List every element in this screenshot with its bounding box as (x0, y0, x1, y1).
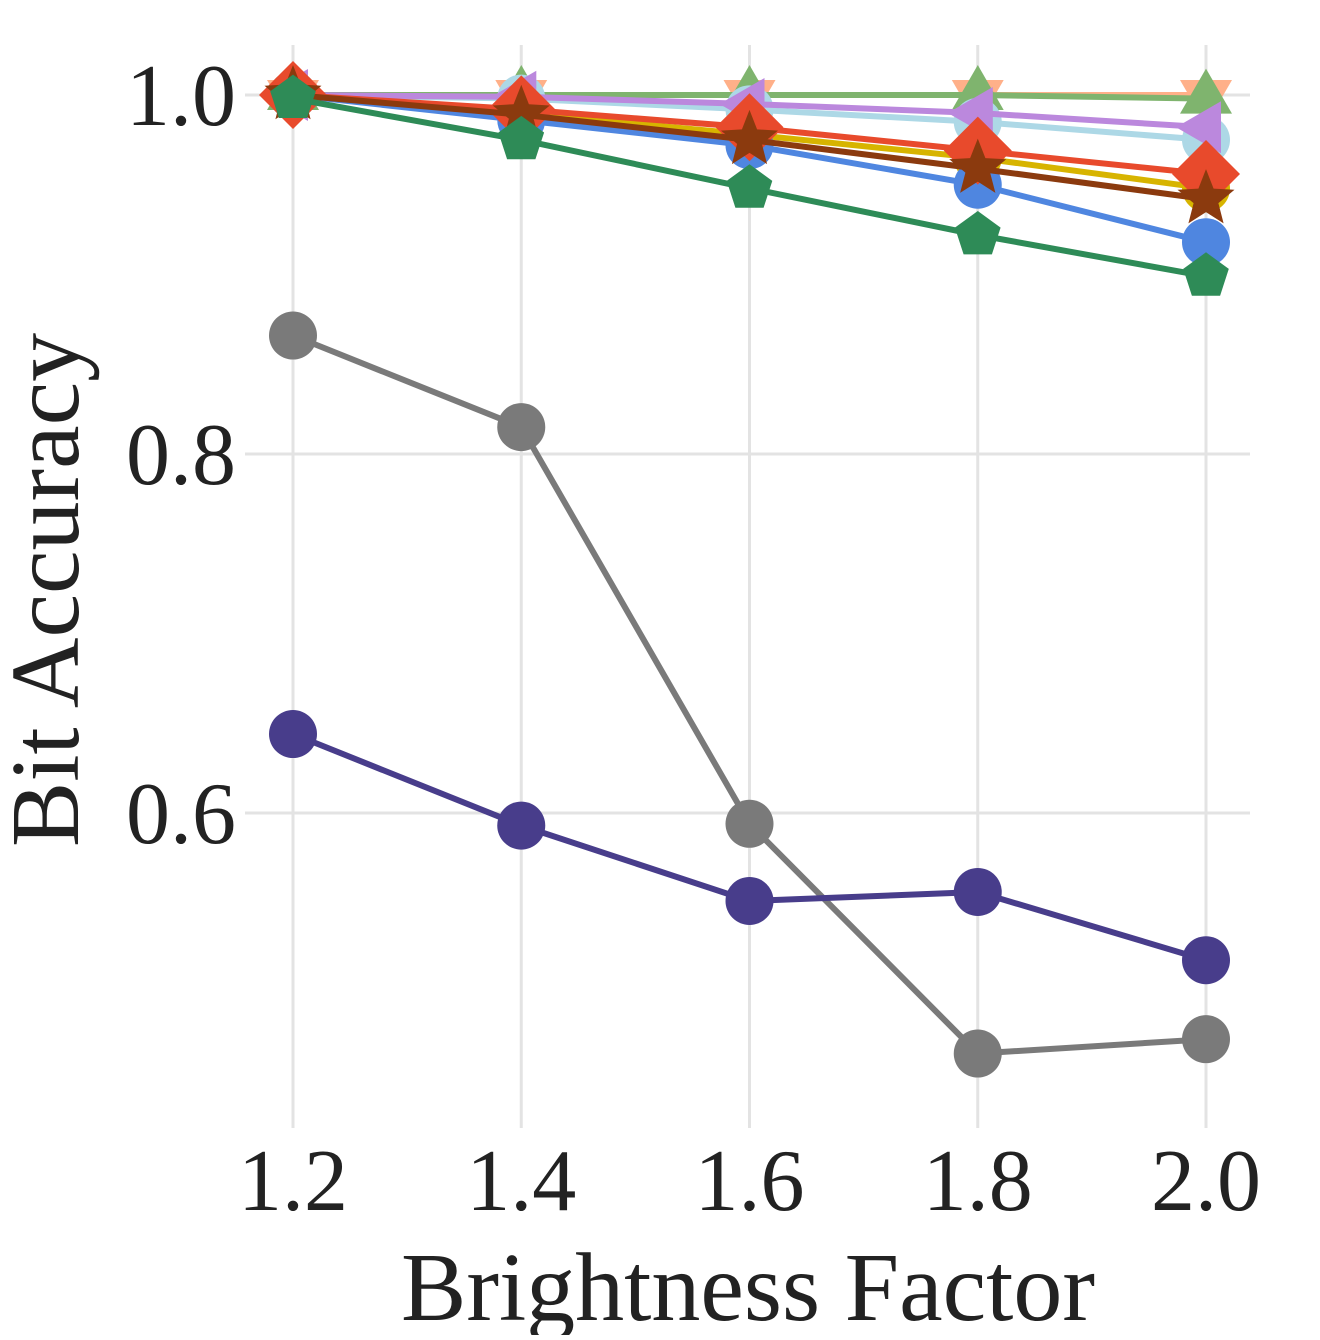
data-point (269, 710, 317, 759)
data-point (1182, 218, 1230, 267)
data-point (953, 1029, 1002, 1078)
data-point (949, 138, 1007, 193)
series-9 (270, 74, 1229, 296)
x-axis-title: Brightness Factor (401, 1234, 1095, 1335)
tick-labels: 1.2 1.4 1.6 1.8 2.0 0.6 0.8 1.0 (126, 48, 1261, 1230)
data-point (497, 801, 546, 850)
data-point (726, 164, 773, 208)
data-point (492, 84, 550, 139)
data-point (498, 115, 545, 160)
x-tick-label: 1.6 (695, 1133, 805, 1230)
data-point (269, 311, 317, 360)
data-point (1182, 936, 1230, 985)
data-point (725, 876, 774, 925)
y-tick-label: 0.8 (126, 407, 236, 504)
data-point (725, 799, 774, 848)
y-tick-label: 1.0 (126, 48, 236, 145)
x-tick-label: 1.2 (238, 1133, 348, 1230)
series-11 (269, 710, 1230, 985)
data-point (1176, 101, 1221, 154)
data-point (497, 403, 546, 452)
data-point (1182, 1015, 1230, 1064)
data-point (1180, 68, 1232, 114)
plot-area (259, 61, 1240, 1078)
data-point (1177, 169, 1235, 224)
y-tick-label: 0.6 (126, 766, 236, 863)
y-axis-title: Bit Accuracy (0, 333, 100, 847)
data-point (721, 109, 778, 165)
series-10 (269, 311, 1230, 1078)
x-tick-label: 1.8 (923, 1133, 1033, 1230)
data-point (1183, 252, 1229, 296)
data-point (953, 867, 1002, 916)
x-tick-label: 2.0 (1151, 1133, 1261, 1230)
x-tick-label: 1.4 (466, 1133, 576, 1230)
data-point (270, 74, 316, 118)
data-point (954, 211, 1001, 255)
